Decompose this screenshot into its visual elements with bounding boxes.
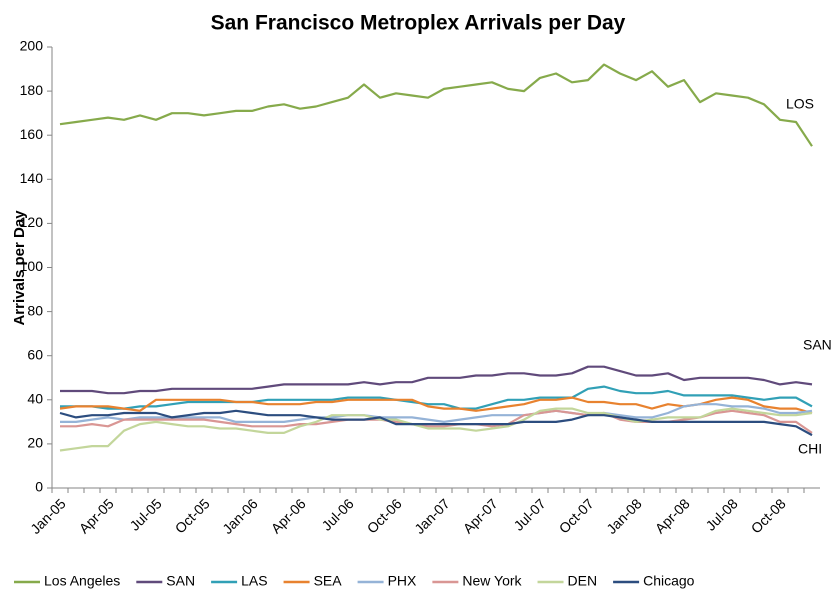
x-tick-label: Jan-08 — [603, 495, 645, 537]
legend-label: SEA — [314, 573, 343, 589]
x-tick-label: Oct-07 — [556, 495, 597, 536]
series-line — [60, 409, 813, 434]
legend-label: SAN — [166, 573, 195, 589]
annotation: SAN — [803, 337, 831, 353]
x-tick-label: Jul-08 — [702, 495, 740, 533]
y-tick-label: 0 — [35, 479, 43, 495]
y-tick-label: 60 — [27, 346, 43, 362]
x-tick-label: Oct-08 — [748, 495, 789, 536]
series-line — [59, 407, 813, 452]
legend-label: Los Angeles — [44, 573, 120, 589]
x-tick-label: Apr-08 — [652, 495, 693, 536]
y-tick-label: 100 — [20, 258, 44, 274]
legend-label: New York — [462, 573, 522, 589]
chart-title: San Francisco Metroplex Arrivals per Day — [211, 12, 626, 35]
y-tick-label: 180 — [20, 82, 44, 98]
x-tick-label: Apr-05 — [76, 495, 117, 536]
y-tick-label: 20 — [27, 435, 43, 451]
y-tick-label: 140 — [20, 170, 44, 186]
x-tick-label: Jul-07 — [510, 495, 548, 533]
x-tick-label: Oct-06 — [364, 495, 405, 536]
annotation: CHI — [798, 441, 822, 457]
x-tick-label: Jan-07 — [411, 495, 453, 537]
annotation: LOS — [786, 96, 814, 112]
series-line — [60, 403, 813, 423]
legend-label: DEN — [568, 573, 598, 589]
y-tick-label: 40 — [27, 391, 43, 407]
series-line — [59, 409, 813, 437]
x-tick-label: Jan-06 — [219, 495, 261, 537]
x-tick-label: Jul-05 — [126, 495, 164, 533]
series-line — [60, 385, 813, 410]
x-tick-label: Apr-06 — [268, 495, 309, 536]
series-line — [60, 365, 813, 395]
x-tick-label: Jul-06 — [318, 495, 356, 533]
x-tick-label: Jan-05 — [27, 495, 69, 537]
legend-label: LAS — [241, 573, 267, 589]
y-tick-label: 80 — [27, 302, 43, 318]
legend-label: Chicago — [643, 573, 695, 589]
legend-label: PHX — [388, 573, 417, 589]
x-tick-label: Oct-05 — [172, 495, 213, 536]
x-tick-label: Apr-07 — [460, 495, 501, 536]
y-axis-label: Arrivals per Day — [11, 210, 28, 326]
series-line — [59, 63, 813, 147]
y-tick-label: 160 — [20, 126, 44, 142]
y-tick-label: 200 — [20, 38, 44, 54]
y-tick-label: 120 — [20, 214, 44, 230]
